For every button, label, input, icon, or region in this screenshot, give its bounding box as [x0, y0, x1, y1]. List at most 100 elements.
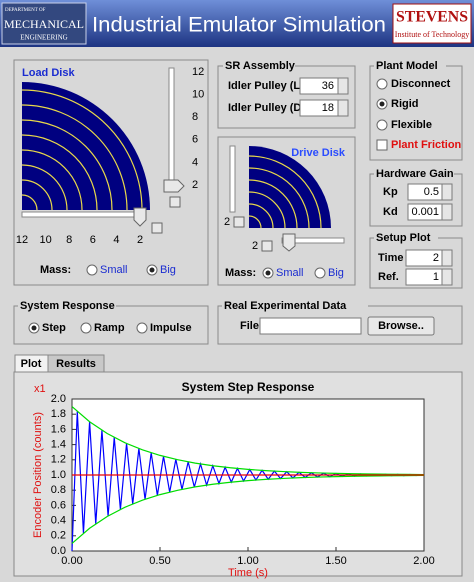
spinner-value[interactable]: 18 [322, 102, 334, 114]
radio-dot [31, 325, 37, 331]
toggle-box[interactable] [261, 240, 273, 252]
spinner-arrows[interactable] [441, 183, 453, 201]
field-label: Idler Pulley (L) [228, 80, 304, 92]
radio-label[interactable]: Disconnect [391, 78, 451, 90]
tab-label[interactable]: Results [56, 358, 96, 370]
field-label: File [240, 320, 259, 332]
checkbox-label[interactable]: Plant Friction [391, 139, 462, 151]
slider-tick-label: 10 [192, 89, 204, 101]
y-tick-label: 1.0 [51, 469, 66, 481]
radio-button[interactable] [80, 322, 92, 334]
disk-ring [21, 149, 83, 211]
title-bg [18, 300, 116, 312]
title-bg [223, 60, 295, 72]
tab-label[interactable]: Plot [21, 358, 42, 370]
logo-text: Institute of Technology [395, 30, 469, 39]
logo-text: DEPARTMENT OF [5, 8, 46, 13]
radio-button[interactable] [86, 264, 98, 276]
slider-thumb[interactable] [163, 179, 185, 193]
x-tick-label: 1.50 [325, 555, 346, 567]
radio-label[interactable]: Flexible [391, 119, 432, 131]
mass-label: Mass: [40, 264, 71, 276]
panel-title: SR Assembly [225, 60, 296, 72]
y-tick-label: 1.8 [51, 408, 66, 420]
title-bg [374, 168, 454, 180]
slider-tick-label: 12 [16, 234, 28, 246]
spinner-value[interactable]: 0.5 [424, 186, 439, 198]
spinner-value[interactable]: 2 [433, 252, 439, 264]
browse-button[interactable] [367, 316, 435, 336]
panel-title: System Response [20, 300, 115, 312]
slider-tick-label: 2 [137, 234, 143, 246]
radio-label[interactable]: Ramp [94, 322, 125, 334]
slider-tick-label: 4 [113, 234, 119, 246]
radio-button[interactable] [314, 267, 326, 279]
checkbox[interactable] [376, 139, 388, 151]
spinner-arrows[interactable] [441, 268, 453, 286]
y-axis-label: Encoder Position (counts) [32, 412, 44, 538]
slider-track [229, 145, 236, 213]
disk-ring [21, 89, 143, 211]
y-tick-label: 0.2 [51, 530, 66, 542]
radio-button[interactable] [376, 78, 388, 90]
y-tick-label: 1.4 [51, 439, 66, 451]
y-tick-label: 1.6 [51, 423, 66, 435]
spinner-value[interactable]: 0.001 [411, 206, 439, 218]
spinner-arrows[interactable] [441, 249, 453, 267]
radio-label[interactable]: Big [160, 264, 176, 276]
field-label: Ref. [378, 271, 399, 283]
y-tick-label: 1.2 [51, 454, 66, 466]
radio-label[interactable]: Big [328, 267, 344, 279]
dept-logo [1, 2, 87, 45]
slider-thumb[interactable] [282, 233, 296, 252]
title-bg [374, 232, 438, 244]
toggle-box[interactable] [169, 196, 181, 208]
disk-ring [248, 203, 274, 229]
slider-track [168, 67, 175, 191]
slider-tick-label: 2 [224, 216, 230, 228]
spinner-value[interactable]: 1 [433, 271, 439, 283]
disk-ring [248, 167, 310, 229]
axis-multiplier: x1 [34, 383, 46, 395]
spinner-arrows[interactable] [337, 77, 349, 95]
slider-thumb[interactable] [133, 207, 147, 227]
y-tick-label: 0.8 [51, 484, 66, 496]
panel-title: Setup Plot [376, 232, 431, 244]
radio-button[interactable] [136, 322, 148, 334]
y-tick-label: 2.0 [51, 393, 66, 405]
disk-ring [21, 194, 38, 211]
radio-label[interactable]: Small [276, 267, 304, 279]
slider-track [21, 211, 145, 218]
toggle-box[interactable] [233, 216, 245, 228]
field-label: Time [378, 252, 403, 264]
button-label[interactable]: Browse.. [378, 320, 424, 332]
tab[interactable] [47, 354, 105, 373]
slider-tick-label: 12 [192, 66, 204, 78]
file-field[interactable] [259, 317, 362, 335]
slider-tick-label: 6 [192, 134, 198, 146]
radio-label[interactable]: Impulse [150, 322, 192, 334]
field-label: Kd [383, 206, 398, 218]
slider-tick-label: 8 [192, 111, 198, 123]
radio-label[interactable]: Step [42, 322, 66, 334]
disk-ring [21, 119, 113, 211]
radio-label[interactable]: Small [100, 264, 128, 276]
field-label: Kp [383, 186, 398, 198]
slider-tick-label: 2 [252, 240, 258, 252]
radio-button[interactable] [376, 119, 388, 131]
disk-ring [248, 215, 262, 229]
y-tick-label: 0.4 [51, 515, 66, 527]
panel-frame [13, 59, 209, 286]
spinner-arrows[interactable] [441, 203, 453, 221]
slider-tick-label: 4 [192, 156, 198, 168]
toggle-box[interactable] [151, 222, 163, 234]
logo-text: ENGINEERING [20, 34, 67, 42]
spinner-arrows[interactable] [337, 99, 349, 117]
disk-ring [21, 134, 98, 211]
series-line [71, 406, 425, 476]
radio-label[interactable]: Rigid [391, 98, 419, 110]
panel-label: Drive Disk [291, 147, 346, 159]
spinner-value[interactable]: 36 [322, 80, 334, 92]
panel-frame [217, 136, 356, 286]
slider-tick-label: 10 [39, 234, 51, 246]
